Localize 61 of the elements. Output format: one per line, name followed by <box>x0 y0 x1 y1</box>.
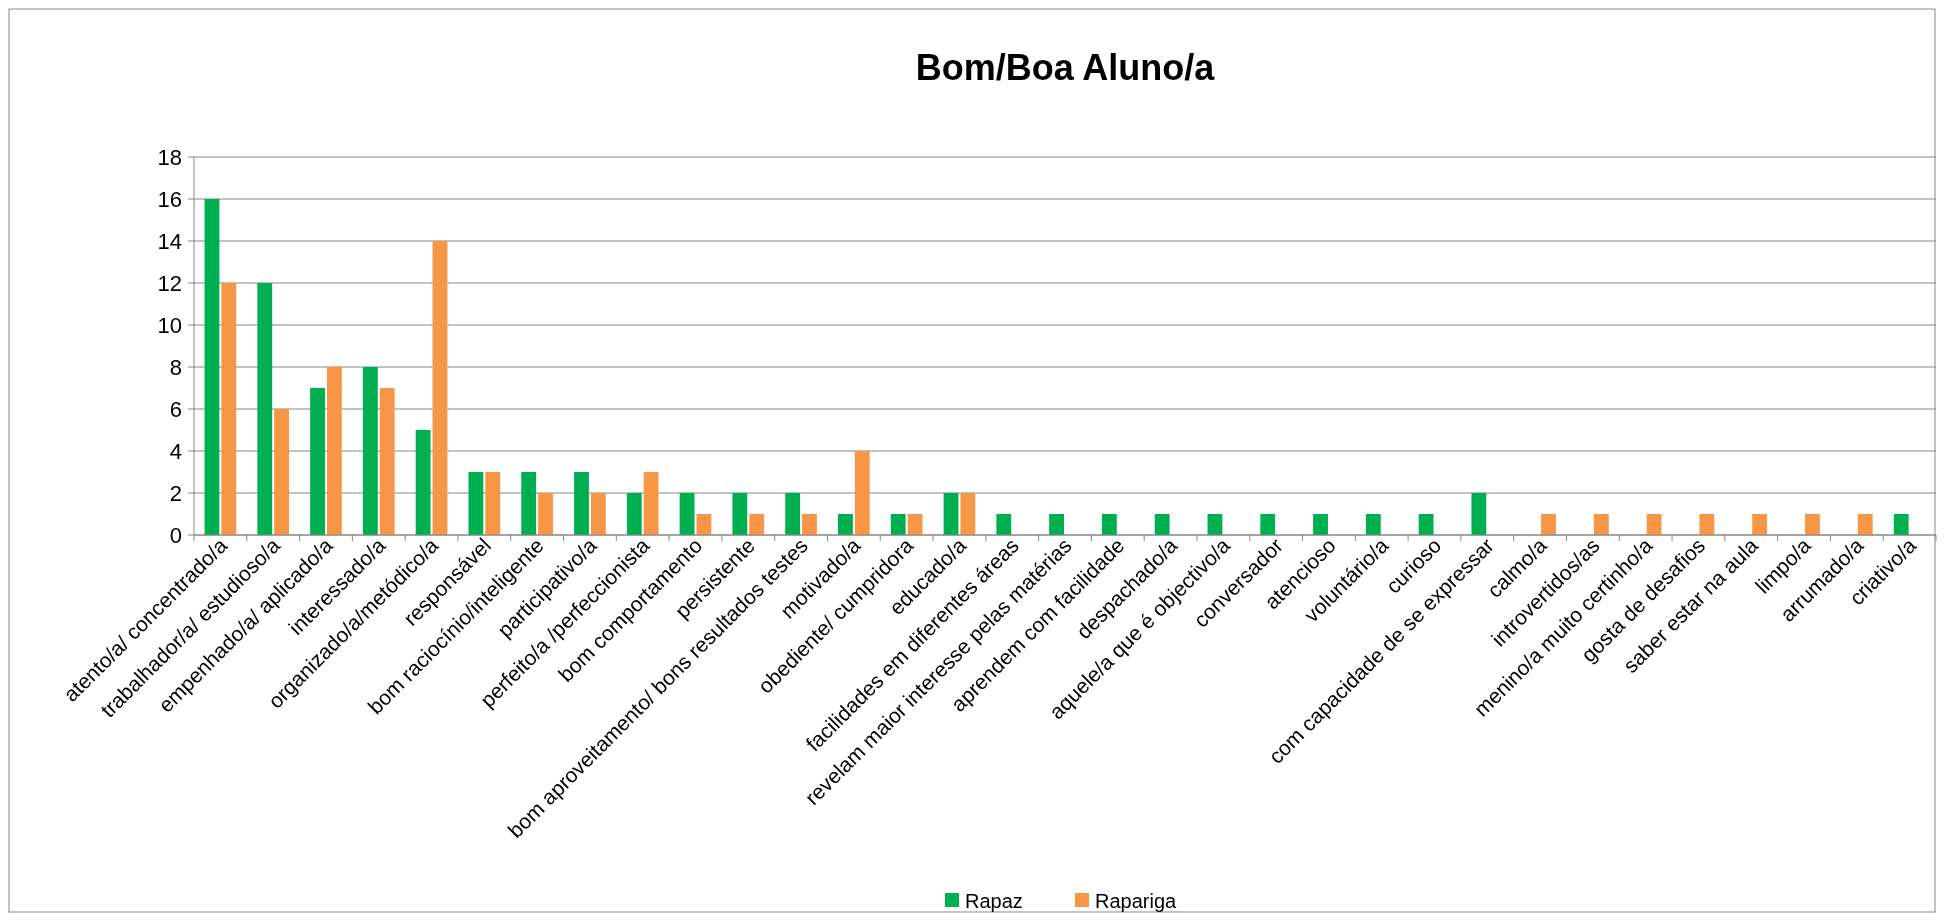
legend-label: Rapariga <box>1095 890 1178 912</box>
bar <box>1893 514 1909 535</box>
bar <box>1101 514 1117 535</box>
bar <box>890 514 906 535</box>
y-tick-label: 2 <box>169 480 182 506</box>
bar <box>1418 514 1434 535</box>
bar <box>1752 514 1768 535</box>
bar <box>574 472 589 535</box>
bar <box>1260 514 1276 535</box>
y-tick-label: 8 <box>169 354 182 380</box>
bar <box>1593 514 1609 535</box>
bar <box>943 493 959 535</box>
bar <box>785 493 801 535</box>
bar <box>960 493 976 535</box>
bar <box>379 388 395 535</box>
bar <box>1805 514 1820 535</box>
bar <box>626 493 642 535</box>
bar <box>679 493 695 535</box>
bar <box>1857 514 1873 535</box>
bar <box>362 367 378 535</box>
bar <box>1365 514 1381 535</box>
bar <box>1313 514 1328 535</box>
bar <box>415 430 431 535</box>
legend-label: Rapaz <box>965 890 1023 912</box>
bar <box>310 388 325 535</box>
bar <box>326 367 342 535</box>
y-tick-label: 18 <box>157 144 182 170</box>
bar <box>907 514 923 535</box>
bar <box>538 493 553 535</box>
y-tick-label: 14 <box>157 228 182 254</box>
bar <box>274 409 290 535</box>
bar <box>1207 514 1223 535</box>
y-tick-label: 6 <box>169 396 182 422</box>
bar <box>838 514 853 535</box>
bar <box>204 199 220 535</box>
bar <box>1699 514 1715 535</box>
y-tick-label: 4 <box>169 438 182 464</box>
chart-title: Bom/Boa Aluno/a <box>915 47 1216 88</box>
bar <box>221 283 237 535</box>
bar <box>854 451 870 535</box>
bar <box>643 472 659 535</box>
y-tick-label: 0 <box>169 522 182 548</box>
y-tick-label: 16 <box>157 186 182 212</box>
bar <box>590 493 606 535</box>
bar <box>996 514 1012 535</box>
bar <box>749 514 765 535</box>
bar <box>732 493 748 535</box>
bar <box>521 472 537 535</box>
bar <box>696 514 712 535</box>
y-tick-label: 12 <box>157 270 182 296</box>
bar <box>1471 493 1487 535</box>
bar <box>257 283 273 535</box>
bar <box>1541 514 1556 535</box>
bar <box>1049 514 1064 535</box>
bar <box>468 472 484 535</box>
bar <box>432 241 448 535</box>
bar <box>1646 514 1662 535</box>
y-tick-label: 10 <box>157 312 182 338</box>
bar <box>485 472 501 535</box>
bar <box>1154 514 1170 535</box>
bar <box>802 514 817 535</box>
